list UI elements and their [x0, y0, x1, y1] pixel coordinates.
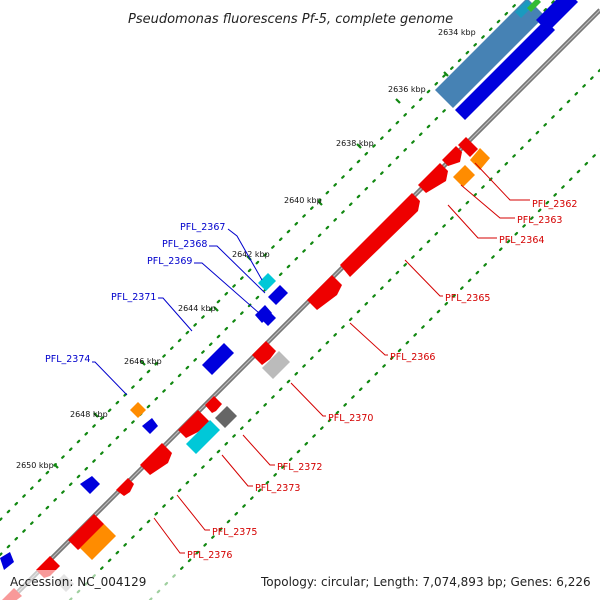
gene-pfl-2369[interactable]: [255, 305, 272, 323]
gene-pfl-2374a[interactable]: [130, 402, 146, 418]
footer-band: [0, 570, 600, 600]
label-pfl-2371[interactable]: PFL_2371: [111, 292, 156, 303]
gene-pfl-2375a[interactable]: [140, 443, 172, 475]
gene-pfl-2370[interactable]: [252, 341, 276, 365]
gene-pfl-2376[interactable]: [68, 514, 104, 550]
gene-pfl-2364[interactable]: [418, 163, 448, 193]
feature-blue-block: [455, 20, 555, 120]
tick-label-2644: 2644 kbp: [178, 304, 216, 313]
label-pfl-2376[interactable]: PFL_2376: [187, 550, 232, 561]
label-pfl-2373[interactable]: PFL_2373: [255, 483, 300, 494]
label-pfl-2372[interactable]: PFL_2372: [277, 462, 322, 473]
features-top-right: [435, 0, 578, 120]
feature-green-block: [527, 0, 541, 12]
gene-pfl-2369b[interactable]: [262, 312, 276, 326]
guide-line-inner-right: [68, 68, 600, 600]
accession-text: Accession: NC_004129: [10, 575, 146, 589]
gene-orange-2362[interactable]: [470, 148, 490, 170]
gene-pfl-2366[interactable]: [307, 275, 342, 310]
tick-label-2636: 2636 kbp: [388, 85, 426, 94]
label-pfl-2363[interactable]: PFL_2363: [517, 215, 562, 226]
genome-summary-text: Topology: circular; Length: 7,074,893 bp…: [260, 575, 591, 589]
reverse-strand-genes: [0, 273, 288, 570]
tick-labels: 2634 kbp 2636 kbp 2638 kbp 2640 kbp 2642…: [16, 28, 476, 470]
label-pfl-2368[interactable]: PFL_2368: [162, 239, 207, 250]
map-title: Pseudomonas fluorescens Pf-5, complete g…: [128, 12, 453, 27]
label-pfl-2374[interactable]: PFL_2374: [45, 354, 90, 365]
gene-labels-right: PFL_2362 PFL_2363 PFL_2364 PFL_2365 PFL_…: [187, 199, 577, 561]
gene-pfl-2363[interactable]: [442, 146, 462, 166]
tick-label-2648: 2648 kbp: [70, 410, 108, 419]
gene-labels-left: PFL_2367 PFL_2368 PFL_2369 PFL_2371 PFL_…: [45, 222, 225, 365]
tick-label-2642: 2642 kbp: [232, 250, 270, 259]
gene-pfl-2375b[interactable]: [116, 478, 134, 496]
label-pfl-2375[interactable]: PFL_2375: [212, 527, 257, 538]
gene-grey-2370[interactable]: [262, 351, 290, 379]
feature-teal-block: [515, 0, 533, 18]
other-features-right: [56, 148, 490, 592]
label-pfl-2367[interactable]: PFL_2367: [180, 222, 225, 233]
gene-cyan-2373[interactable]: [186, 420, 220, 454]
label-pfl-2366[interactable]: PFL_2366: [390, 352, 435, 363]
gene-reverse-mid[interactable]: [80, 476, 100, 494]
label-pfl-2364[interactable]: PFL_2364: [499, 235, 544, 246]
gene-pfl-2362[interactable]: [458, 137, 478, 157]
feature-blue-topright: [536, 0, 578, 32]
gene-pfl-2368[interactable]: [268, 285, 288, 305]
leader-lines-right: [153, 162, 530, 554]
tick-label-2638: 2638 kbp: [336, 139, 374, 148]
label-pfl-2369[interactable]: PFL_2369: [147, 256, 192, 267]
tick-label-2646: 2646 kbp: [124, 357, 162, 366]
label-pfl-2370[interactable]: PFL_2370: [328, 413, 373, 424]
feature-steel-block: [435, 0, 545, 108]
gene-orange-2376[interactable]: [80, 524, 116, 560]
gene-reverse-edge[interactable]: [0, 552, 14, 570]
gene-pfl-2372[interactable]: [205, 396, 222, 413]
leader-lines-left: [92, 228, 266, 396]
gene-pfl-2365[interactable]: [340, 193, 420, 277]
gene-pfl-2371[interactable]: [202, 343, 234, 375]
guide-line-outer-left: [0, 0, 522, 522]
label-pfl-2365[interactable]: PFL_2365: [445, 293, 490, 304]
gene-dark-2372[interactable]: [215, 406, 237, 428]
tick-label-2650: 2650 kbp: [16, 461, 54, 470]
label-pfl-2362[interactable]: PFL_2362: [532, 199, 577, 210]
forward-strand-genes: [2, 137, 478, 600]
gene-pfl-2374b[interactable]: [142, 418, 158, 434]
tick-label-2640: 2640 kbp: [284, 196, 322, 205]
gene-pfl-2373[interactable]: [178, 410, 210, 438]
gene-pfl-2367[interactable]: [258, 273, 276, 291]
genome-backbone-highlight: [11, 9, 600, 599]
tick-label-2634: 2634 kbp: [438, 28, 476, 37]
gene-orange-2363[interactable]: [453, 165, 475, 187]
